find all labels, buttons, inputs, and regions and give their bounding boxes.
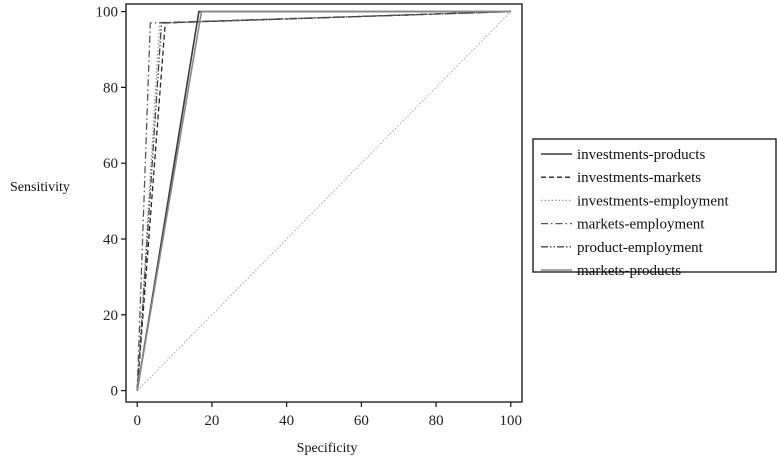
x-tick-label: 20 — [204, 413, 219, 429]
legend-label-markets-products: markets-products — [577, 263, 681, 279]
series-line-product-employment — [136, 10, 511, 391]
legend-label-investments-employment: investments-employment — [577, 193, 729, 209]
legend-label-investments-markets: investments-markets — [577, 170, 701, 186]
ticks-layer: 0 20 40 60 80 100 0 20 40 60 80 100 — [96, 5, 523, 429]
curves-layer — [136, 10, 512, 391]
x-tick-label: 40 — [279, 413, 294, 429]
y-tick-label: 100 — [96, 5, 119, 21]
y-axis-title: Sensitivity — [10, 180, 70, 195]
x-axis-title: Specificity — [297, 441, 358, 456]
x-tick-label: 0 — [133, 413, 141, 429]
legend-label-markets-employment: markets-employment — [577, 217, 705, 233]
x-tick-label: 80 — [429, 413, 444, 429]
reference-diagonal-line — [136, 11, 512, 391]
legend-label-product-employment: product-employment — [577, 240, 704, 256]
x-tick-label: 60 — [354, 413, 369, 429]
y-tick-label: 0 — [111, 384, 119, 400]
y-tick-label: 20 — [103, 308, 118, 324]
series-line-markets-employment — [136, 10, 511, 391]
y-tick-label: 40 — [103, 232, 118, 248]
y-tick-label: 60 — [103, 156, 118, 172]
x-tick-label: 100 — [500, 413, 523, 429]
legend-box — [532, 138, 777, 273]
y-tick-label: 80 — [103, 80, 118, 96]
series-line-markets-products — [136, 10, 511, 391]
legend: investments-products investments-markets i… — [532, 138, 777, 279]
legend-label-investments-products: investments-products — [577, 147, 705, 163]
plot-frame — [125, 3, 523, 403]
